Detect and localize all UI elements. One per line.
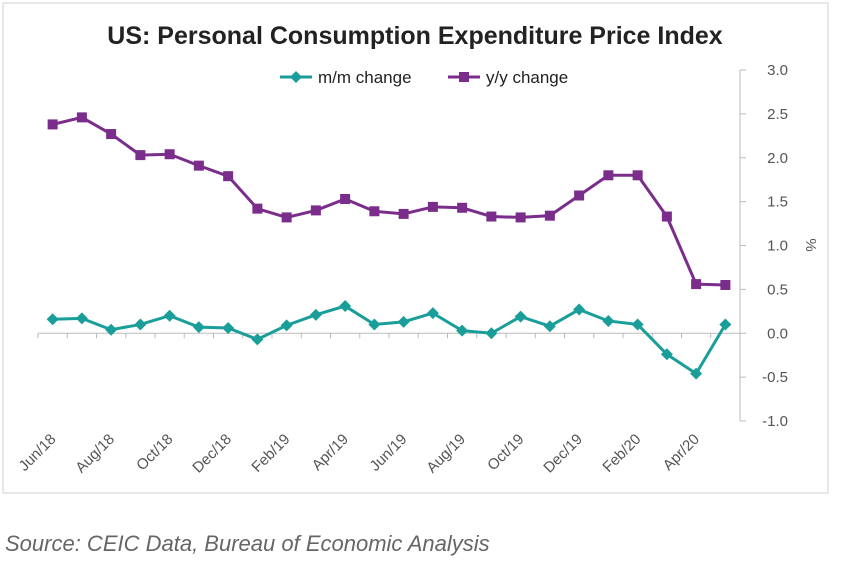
data-point bbox=[632, 170, 643, 181]
data-point bbox=[631, 318, 644, 331]
data-point bbox=[573, 303, 586, 316]
data-point bbox=[602, 314, 615, 327]
data-point bbox=[223, 171, 234, 182]
data-point bbox=[105, 323, 118, 336]
data-point bbox=[369, 206, 380, 217]
data-point bbox=[252, 203, 263, 214]
y-tick-label: 0.0 bbox=[767, 325, 788, 342]
data-point bbox=[368, 318, 381, 331]
data-point bbox=[427, 201, 438, 212]
data-point bbox=[426, 307, 439, 320]
data-point bbox=[163, 309, 176, 322]
data-point bbox=[661, 211, 672, 222]
y-tick-label: 2.5 bbox=[767, 106, 788, 123]
legend-label: y/y change bbox=[486, 68, 568, 87]
data-point bbox=[106, 129, 117, 140]
y-tick-label: 1.5 bbox=[767, 194, 788, 211]
data-point bbox=[76, 112, 87, 123]
data-point bbox=[339, 300, 352, 313]
data-point bbox=[457, 202, 468, 213]
data-point bbox=[544, 210, 555, 221]
chart-title: US: Personal Consumption Expenditure Pri… bbox=[107, 22, 722, 50]
data-point bbox=[456, 324, 469, 337]
data-point bbox=[691, 279, 702, 290]
data-point bbox=[75, 312, 88, 325]
data-point bbox=[135, 150, 146, 161]
data-point bbox=[397, 315, 410, 328]
data-point bbox=[251, 333, 264, 346]
y-tick-label: 3.0 bbox=[767, 62, 788, 79]
y-tick-label: 2.0 bbox=[767, 150, 788, 167]
data-point bbox=[660, 348, 673, 361]
data-point bbox=[164, 149, 175, 160]
data-point bbox=[486, 211, 497, 222]
data-point bbox=[515, 212, 526, 223]
data-point bbox=[720, 279, 731, 290]
data-point bbox=[192, 321, 205, 334]
data-point bbox=[310, 205, 321, 216]
data-point bbox=[574, 190, 585, 201]
data-point bbox=[543, 320, 556, 333]
data-point bbox=[690, 367, 703, 380]
data-point bbox=[603, 170, 614, 181]
y-tick-label: 0.5 bbox=[767, 281, 788, 298]
chart-frame bbox=[2, 2, 829, 494]
data-point bbox=[485, 327, 498, 340]
y-tick-label: -0.5 bbox=[762, 369, 788, 386]
y-tick-label: -1.0 bbox=[762, 413, 788, 430]
data-point bbox=[46, 313, 59, 326]
data-point bbox=[340, 193, 351, 204]
data-point bbox=[514, 310, 527, 323]
data-point bbox=[290, 71, 302, 83]
data-point bbox=[134, 318, 147, 331]
data-point bbox=[281, 212, 292, 223]
data-point bbox=[309, 308, 322, 321]
data-point bbox=[47, 119, 58, 130]
y-axis-label: % bbox=[802, 238, 819, 251]
y-tick-label: 1.0 bbox=[767, 238, 788, 255]
data-point bbox=[459, 72, 469, 82]
data-point bbox=[398, 208, 409, 219]
source-note: Source: CEIC Data, Bureau of Economic An… bbox=[5, 531, 490, 556]
data-point bbox=[280, 319, 293, 332]
data-point bbox=[719, 318, 732, 331]
legend-label: m/m change bbox=[318, 68, 412, 87]
data-point bbox=[193, 160, 204, 171]
data-point bbox=[222, 321, 235, 334]
